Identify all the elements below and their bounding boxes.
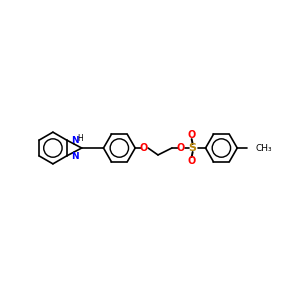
Text: CH₃: CH₃ <box>255 143 272 152</box>
Text: O: O <box>140 143 148 153</box>
Text: O: O <box>177 143 185 153</box>
Text: S: S <box>189 143 197 153</box>
Text: O: O <box>188 156 196 166</box>
Text: O: O <box>188 130 196 140</box>
Text: H: H <box>77 134 83 142</box>
Text: N: N <box>71 136 79 145</box>
Text: N: N <box>71 152 79 161</box>
